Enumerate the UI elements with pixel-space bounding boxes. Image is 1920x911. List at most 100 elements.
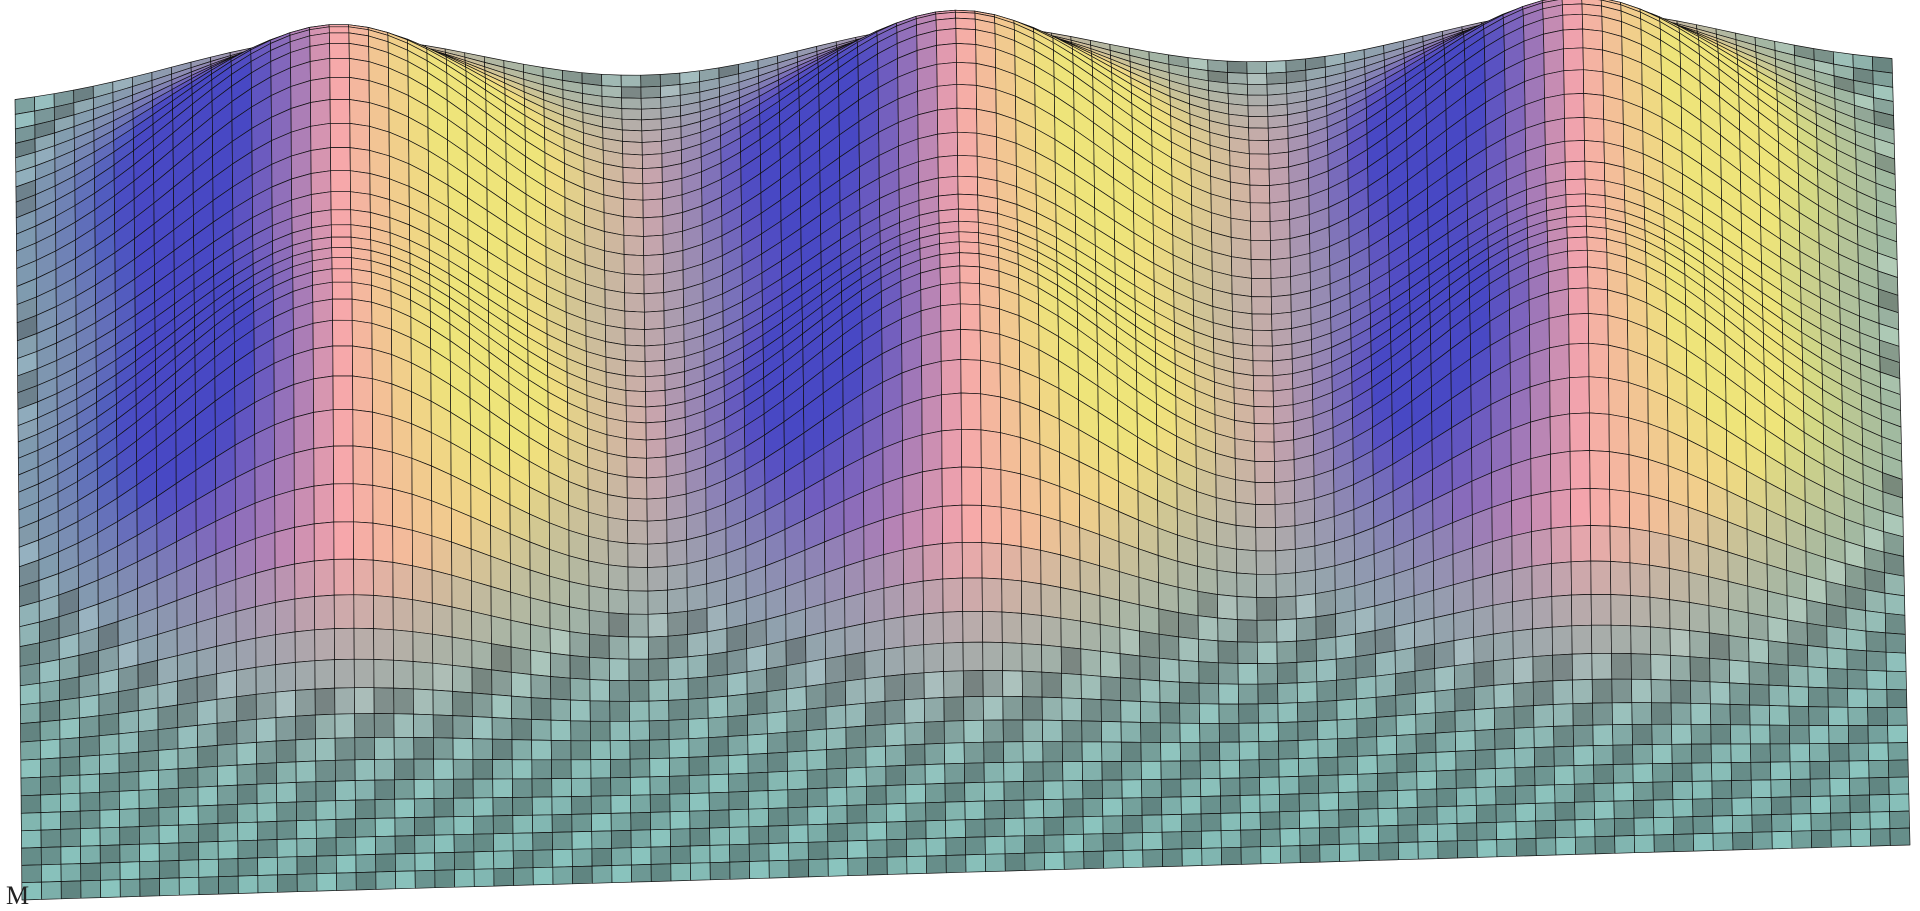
mesh-cell bbox=[1061, 618, 1081, 649]
mesh-cell bbox=[769, 860, 789, 878]
mesh-cell bbox=[352, 320, 372, 349]
mesh-cell bbox=[1269, 183, 1289, 203]
mesh-cell bbox=[1101, 651, 1121, 678]
mesh-cell bbox=[310, 58, 330, 80]
mesh-cell bbox=[473, 759, 493, 779]
mesh-cell bbox=[608, 495, 628, 521]
mesh-cell bbox=[100, 773, 120, 793]
mesh-cell bbox=[957, 62, 977, 85]
mesh-cell bbox=[1004, 782, 1024, 801]
mesh-cell bbox=[650, 812, 670, 830]
mesh-cell bbox=[1554, 766, 1574, 785]
mesh-cell bbox=[668, 679, 688, 701]
mesh-cell bbox=[375, 818, 395, 837]
mesh-cell bbox=[138, 708, 158, 732]
mesh-cell bbox=[624, 235, 644, 255]
mesh-cell bbox=[415, 817, 435, 836]
mesh-cell bbox=[1586, 194, 1606, 208]
mesh-cell bbox=[964, 763, 984, 783]
mesh-cell bbox=[1511, 459, 1531, 501]
mesh-cell bbox=[1689, 540, 1709, 576]
mesh-cell bbox=[1513, 657, 1533, 684]
mesh-cell bbox=[1395, 622, 1415, 651]
mesh-cell bbox=[1551, 489, 1571, 528]
mesh-cell bbox=[749, 826, 769, 844]
mesh-cell bbox=[980, 330, 1000, 363]
mesh-cell bbox=[276, 690, 296, 717]
mesh-cell bbox=[332, 258, 352, 269]
mesh-cell bbox=[1298, 740, 1318, 759]
mesh-cell bbox=[570, 700, 590, 721]
mesh-cell bbox=[258, 875, 278, 893]
mesh-cell bbox=[1000, 397, 1020, 438]
mesh-cell bbox=[730, 862, 750, 880]
mesh-cell bbox=[492, 695, 512, 719]
mesh-cell bbox=[669, 719, 689, 739]
mesh-cell bbox=[1653, 782, 1673, 800]
mesh-cell bbox=[1434, 641, 1454, 669]
mesh-cell bbox=[847, 805, 867, 824]
mesh-cell bbox=[1257, 642, 1277, 664]
mesh-cell bbox=[904, 645, 924, 675]
mesh-cell bbox=[1299, 811, 1319, 829]
mesh-cell bbox=[1041, 550, 1061, 587]
mesh-cell bbox=[1394, 596, 1414, 627]
mesh-cell bbox=[257, 741, 277, 764]
mesh-cell bbox=[1808, 646, 1828, 669]
mesh-cell bbox=[41, 794, 61, 813]
mesh-cell bbox=[238, 840, 258, 858]
mesh-cell bbox=[219, 876, 239, 894]
mesh-cell bbox=[1336, 610, 1356, 637]
mesh-cell bbox=[1062, 721, 1082, 742]
mesh-cell bbox=[1237, 620, 1257, 643]
mesh-cell bbox=[867, 840, 887, 858]
mesh-cell bbox=[1318, 757, 1338, 776]
mesh-cell bbox=[629, 637, 649, 659]
mesh-cell bbox=[513, 850, 533, 868]
mesh-cell bbox=[926, 838, 946, 856]
mesh-cell bbox=[1103, 798, 1123, 816]
mesh-cell bbox=[688, 677, 708, 700]
mesh-cell bbox=[335, 760, 355, 781]
mesh-cell bbox=[21, 830, 41, 848]
mesh-cell bbox=[1257, 620, 1277, 642]
mesh-cell bbox=[1457, 840, 1477, 858]
mesh-cell bbox=[647, 498, 667, 521]
mesh-cell bbox=[354, 559, 374, 595]
mesh-cell bbox=[435, 870, 455, 888]
mesh-cell bbox=[1317, 701, 1337, 722]
mesh-cell bbox=[788, 825, 808, 843]
mesh-cell bbox=[1101, 700, 1121, 722]
mesh-cell bbox=[1318, 720, 1338, 740]
mesh-cell bbox=[372, 379, 392, 417]
mesh-cell bbox=[452, 637, 472, 667]
mesh-cell bbox=[1634, 818, 1654, 836]
mesh-cell bbox=[807, 750, 827, 771]
mesh-cell bbox=[787, 687, 807, 712]
mesh-cell bbox=[1536, 838, 1556, 856]
mesh-cell bbox=[1476, 787, 1496, 806]
mesh-cell bbox=[20, 703, 40, 724]
mesh-cell bbox=[119, 688, 139, 713]
mesh-cell bbox=[922, 469, 942, 510]
mesh-cell bbox=[1397, 790, 1417, 808]
mesh-cell bbox=[1258, 663, 1278, 684]
mesh-cell bbox=[1771, 797, 1791, 815]
mesh-cell bbox=[532, 740, 552, 760]
mesh-cell bbox=[294, 412, 314, 453]
mesh-cell bbox=[1531, 417, 1551, 459]
mesh-cell bbox=[277, 802, 297, 821]
mesh-cell bbox=[1358, 809, 1378, 827]
mesh-cell bbox=[1415, 691, 1435, 714]
mesh-cell bbox=[159, 861, 179, 879]
mesh-cell bbox=[1848, 689, 1868, 708]
mesh-cell bbox=[1866, 651, 1886, 671]
mesh-cell bbox=[236, 607, 256, 642]
mesh-cell bbox=[1239, 742, 1259, 761]
mesh-cell bbox=[845, 652, 865, 681]
mesh-cell bbox=[1268, 126, 1288, 140]
mesh-cell bbox=[1042, 697, 1062, 720]
mesh-cell bbox=[1396, 693, 1416, 716]
mesh-cell bbox=[1266, 61, 1286, 74]
mesh-cell bbox=[453, 716, 473, 739]
